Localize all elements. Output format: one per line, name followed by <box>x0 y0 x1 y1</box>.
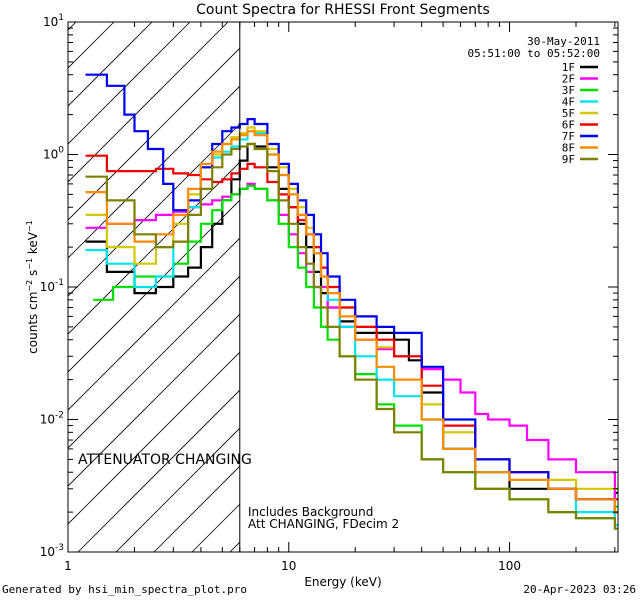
legend-label: 2F <box>562 73 575 86</box>
hatch-line <box>68 47 240 221</box>
generated-by-label: Generated by hsi_min_spectra_plot.pro <box>2 583 248 596</box>
hatch-line <box>68 22 229 183</box>
hatch-line <box>68 237 240 411</box>
x-tick-label-10: 10 <box>281 559 296 573</box>
hatch-line <box>68 351 240 525</box>
hatch-line <box>68 22 77 31</box>
y-tick-label: 10-2 <box>40 411 64 427</box>
attenuator-label: ATTENUATOR CHANGING <box>78 452 252 468</box>
series-line-1F <box>85 142 618 501</box>
y-tick-label: 10-1 <box>40 278 64 294</box>
legend-label: 5F <box>562 107 575 120</box>
legend-label: 6F <box>562 119 575 132</box>
legend-label: 4F <box>562 96 575 109</box>
hatch-line <box>68 85 240 259</box>
legend-label: 1F <box>562 61 575 74</box>
x-tick-label-1: 1 <box>64 559 72 573</box>
chart-title: Count Spectra for RHESSI Front Segments <box>196 2 490 18</box>
hatch-line <box>77 389 240 552</box>
hatch-line <box>68 275 240 449</box>
x-tick-label-100: 100 <box>498 559 521 573</box>
legend-label: 9F <box>562 153 575 166</box>
note-attenuator-state: Att CHANGING, FDecim 2 <box>248 517 399 531</box>
legend-label: 7F <box>562 130 575 143</box>
date-label: 30-May-2011 <box>527 35 600 48</box>
note-background: Includes Background <box>248 505 373 519</box>
y-tick-label: 100 <box>43 146 64 162</box>
timestamp-label: 20-Apr-2023 03:26 <box>523 583 636 596</box>
y-axis-label: counts cm−2 s−1 keV−1 <box>25 220 40 354</box>
legend-label: 3F <box>562 84 575 97</box>
time-range-label: 05:51:00 to 05:52:00 <box>468 47 600 60</box>
x-axis-label: Energy (keV) <box>304 575 381 589</box>
series-line-9F <box>85 142 618 530</box>
legend-label: 8F <box>562 142 575 155</box>
y-tick-label: 101 <box>43 13 64 29</box>
series-line-8F <box>85 130 618 514</box>
y-tick-label: 10-3 <box>40 543 64 559</box>
hatch-line <box>115 427 240 552</box>
hatch-line <box>68 22 191 145</box>
hatch-line <box>68 313 240 487</box>
series-line-7F <box>85 73 618 514</box>
